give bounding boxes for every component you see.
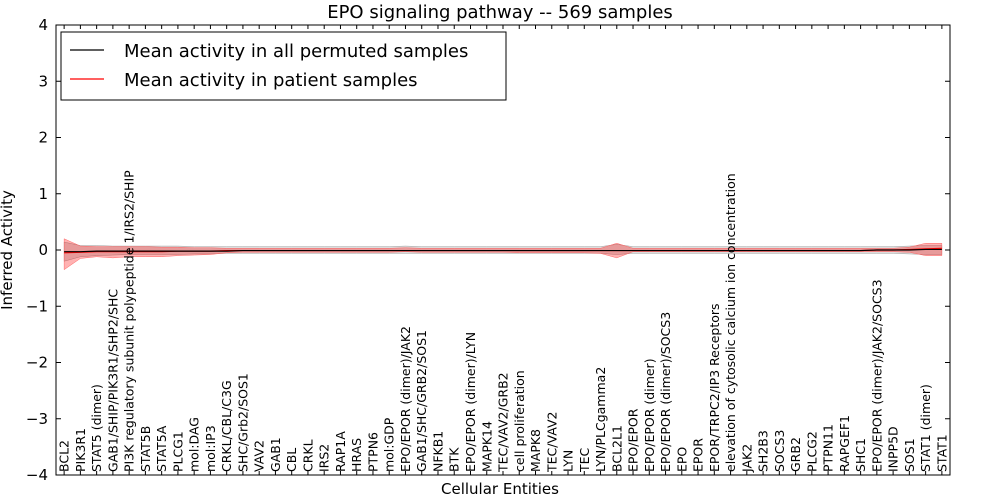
legend-box (60, 31, 507, 101)
category-label: TEC/VAV2 (544, 412, 559, 473)
category-label: MAPK14 (479, 421, 494, 472)
category-label: PLCG1 (170, 431, 185, 472)
y-axis-title: Inferred Activity (0, 190, 16, 310)
category-label: STAT1 (934, 434, 949, 472)
category-label: GRB2 (788, 437, 803, 472)
y-tick-label: −2 (26, 354, 48, 372)
category-label: EPO/EPOR (dimer)/SOCS3 (658, 312, 673, 472)
category-label: PIK3R1 (73, 428, 88, 472)
category-label: EPOR/TRPC2/IP3 Receptors (707, 303, 722, 472)
category-label: mol:IP3 (203, 425, 218, 472)
y-tick-label: 3 (38, 72, 48, 90)
category-label: NFKB1 (430, 431, 445, 472)
category-label: EPO/EPOR (dimer)/JAK2/SOCS3 (869, 279, 884, 472)
category-label: TEC (577, 447, 592, 473)
category-label: CRKL (300, 439, 315, 472)
category-label: HRAS (349, 438, 364, 472)
category-label: PI3K regulatory subunit polypeptide 1/IR… (122, 170, 137, 472)
category-label: LYN (561, 450, 576, 472)
legend-label-permuted: Mean activity in all permuted samples (124, 41, 468, 62)
category-label: SOCS3 (772, 430, 787, 472)
series-lines (64, 247, 942, 254)
category-label: EPO (674, 447, 689, 472)
category-label: CBL (284, 448, 299, 472)
category-label: EPO/EPOR (dimer)/LYN (463, 332, 478, 472)
confidence-bands (63, 238, 943, 271)
category-label: JAK2 (739, 444, 754, 473)
category-label: mol:DAG (187, 417, 202, 472)
category-label: STAT5 (dimer) (89, 384, 104, 472)
category-label: SH2B3 (756, 430, 771, 472)
legend-label-patient: Mean activity in patient samples (124, 70, 418, 91)
y-tick-label: −4 (26, 466, 48, 484)
category-label: INPP5D (886, 426, 901, 472)
category-label: EPO/EPOR (626, 408, 641, 472)
category-label: CRKL/CBL/C3G (219, 380, 234, 472)
category-label: EPO/EPOR (dimer) (642, 358, 657, 472)
category-label: GAB1/SHC/GRB2/SOS1 (414, 330, 429, 472)
category-label: elevation of cytosolic calcium ion conce… (723, 173, 738, 472)
category-label: LYN/PLCgamma2 (593, 367, 608, 472)
band-patient (63, 238, 943, 271)
category-label: BCL2L1 (609, 425, 624, 472)
category-label: VAV2 (252, 440, 267, 472)
category-label: EPO/EPOR (dimer)/JAK2 (398, 326, 413, 472)
x-axis-title: Cellular Entities (441, 480, 559, 498)
category-label: SHC1 (853, 438, 868, 472)
axes: −4 −3 −2 −1 0 1 2 3 4 (26, 16, 951, 484)
category-label: SOS1 (902, 438, 917, 472)
y-tick-label: 1 (38, 185, 48, 203)
y-tick-label: −1 (26, 297, 48, 315)
chart-title: EPO signaling pathway -- 569 samples (327, 2, 673, 23)
category-label: RAP1A (333, 431, 348, 472)
line-permuted (64, 248, 942, 253)
category-label: BTK (447, 447, 462, 472)
category-labels: BCL2 PIK3R1 STAT5 (dimer) GAB1/SHIP/PIK3R1/… (57, 170, 950, 473)
category-label: mol:GDP (382, 417, 397, 472)
category-label: MAPK8 (528, 429, 543, 472)
y-tick-label: 2 (38, 129, 48, 147)
category-label: STAT5B (138, 426, 153, 472)
y-tick-label: 4 (38, 16, 48, 34)
category-label: PLCG2 (804, 431, 819, 472)
category-label: SHC/Grb2/SOS1 (235, 373, 250, 472)
category-label: STAT5A (154, 425, 169, 472)
category-label: PTPN6 (365, 432, 380, 472)
category-label: STAT1 (dimer) (918, 384, 933, 472)
y-tick-label: −3 (26, 410, 48, 428)
category-label: cell proliferation (512, 370, 527, 472)
category-label: RAPGEF1 (837, 415, 852, 472)
legend: Mean activity in all permuted samples Me… (60, 31, 507, 101)
category-label: GAB1 (268, 437, 283, 472)
y-tick-label: 0 (38, 241, 48, 259)
category-label: GAB1/SHIP/PIK3R1/SHP2/SHC (105, 289, 120, 472)
category-label: TEC/VAV2/GRB2 (496, 372, 511, 473)
category-label: EPOR (691, 438, 706, 472)
category-label: IRS2 (317, 444, 332, 472)
category-label: PTPN11 (821, 424, 836, 472)
category-label: BCL2 (57, 440, 72, 472)
